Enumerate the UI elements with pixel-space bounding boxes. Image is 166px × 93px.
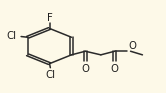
Text: Cl: Cl <box>45 70 55 80</box>
Text: O: O <box>81 64 89 74</box>
Text: F: F <box>47 13 52 23</box>
Text: O: O <box>111 64 119 74</box>
Text: Cl: Cl <box>6 31 16 41</box>
Text: O: O <box>128 41 136 51</box>
